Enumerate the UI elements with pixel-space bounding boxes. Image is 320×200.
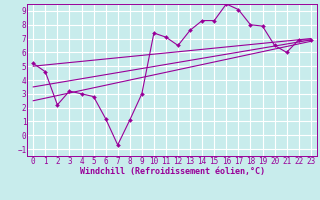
X-axis label: Windchill (Refroidissement éolien,°C): Windchill (Refroidissement éolien,°C): [79, 167, 265, 176]
